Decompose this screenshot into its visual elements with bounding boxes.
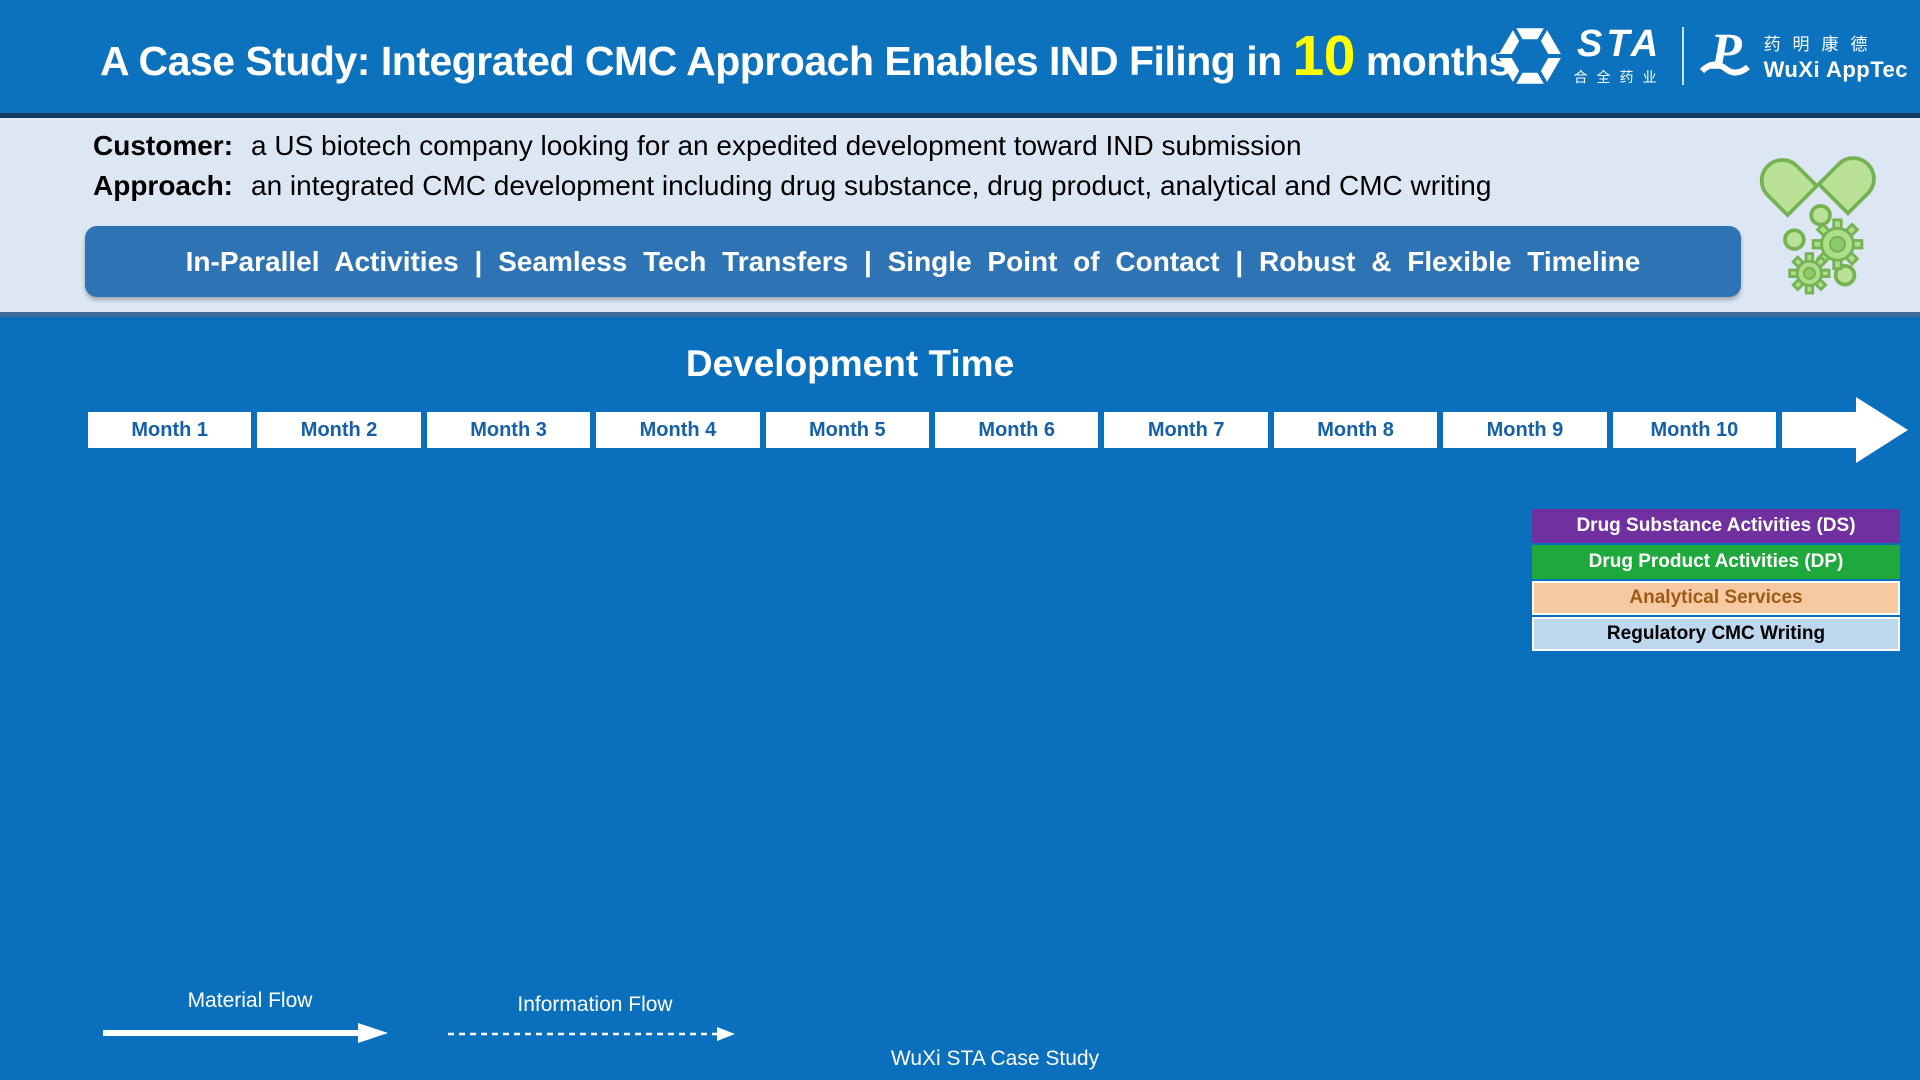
- band-divider: [0, 312, 1920, 317]
- capsule-gears-icon: [1759, 156, 1876, 295]
- month-box: Month 10: [1612, 412, 1777, 448]
- month-box: Month 4: [596, 412, 760, 448]
- development-time-heading: Development Time: [685, 343, 1015, 384]
- wuxi-logo-text: 药明康德 WuXi AppTec: [1764, 30, 1908, 83]
- month-box: Month 8: [1273, 412, 1438, 448]
- sta-wordmark: STA: [1576, 23, 1663, 65]
- wuxi-p-icon: P: [1699, 25, 1750, 81]
- timeline-arrow-icon: [1782, 397, 1910, 463]
- footer-caption: WuXi STA Case Study: [890, 1047, 1100, 1070]
- timeline-canvas: Development Time Month 1 Month 2 Month 3 Mo…: [0, 317, 1920, 1080]
- slide-header: A Case Study: Integrated CMC Approach En…: [0, 0, 1920, 113]
- month-box: Month 9: [1443, 412, 1607, 448]
- legend-item: Regulatory CMC Writing: [1532, 617, 1900, 651]
- approach-row: Approach: an integrated CMC development i…: [93, 170, 1491, 202]
- month-box: Month 1: [88, 412, 252, 448]
- title-text: A Case Study: Integrated CMC Approach En…: [100, 38, 1293, 84]
- logo-group: STA 合全药业 P 药明康德 WuXi AppTec: [1495, 12, 1908, 100]
- customer-text: a US biotech company looking for an expe…: [251, 130, 1302, 161]
- wuxi-wordmark: WuXi AppTec: [1763, 56, 1908, 82]
- gear-large-icon: [1811, 218, 1864, 271]
- sta-chinese-text: 合全药业: [1573, 69, 1666, 85]
- month-box: Month 3: [426, 412, 591, 448]
- sta-logo: STA 合全药业: [1495, 22, 1666, 90]
- information-flow: Information Flow: [445, 993, 745, 1043]
- wuxi-chinese-text: 药明康德: [1763, 34, 1880, 54]
- legend-item: Drug Substance Activities (DS): [1532, 509, 1900, 543]
- slide-title: A Case Study: Integrated CMC Approach En…: [100, 0, 1511, 113]
- timeline-arrowhead: [1856, 397, 1909, 463]
- summary-band: Customer: a US biotech company looking fo…: [0, 118, 1920, 312]
- information-flow-arrow-icon: [448, 1027, 735, 1041]
- title-highlight: 10: [1292, 24, 1356, 88]
- header-divider: [0, 113, 1920, 118]
- gear-small-icon: [1788, 252, 1831, 295]
- legend-item: Drug Product Activities (DP): [1532, 545, 1900, 579]
- month-box: Month 5: [765, 412, 930, 448]
- month-box: Month 7: [1104, 412, 1268, 448]
- information-flow-label: Information Flow: [517, 993, 673, 1016]
- customer-label: Customer:: [93, 130, 234, 161]
- timeline-arrow-bar: [1782, 412, 1857, 448]
- material-flow-arrow-icon: [103, 1023, 388, 1043]
- logo-divider: [1681, 27, 1684, 85]
- legend: Drug Substance Activities (DS) Drug Produ…: [1532, 509, 1900, 651]
- sta-logo-text: STA 合全药业: [1574, 25, 1666, 87]
- key-points-banner: In-Parallel Activities | Seamless Tech T…: [85, 226, 1741, 297]
- material-flow: Material Flow: [100, 989, 400, 1045]
- approach-label: Approach:: [93, 170, 233, 201]
- months-row: Month 1 Month 2 Month 3 Month 4 Month 5 Month…: [88, 397, 1910, 463]
- month-box: Month 2: [257, 412, 421, 448]
- month-box: Month 6: [935, 412, 1099, 448]
- sta-hexagon-icon: [1495, 25, 1564, 87]
- wuxi-apptec-logo: P 药明康德 WuXi AppTec: [1699, 25, 1908, 87]
- material-flow-label: Material Flow: [187, 989, 313, 1012]
- title-suffix: months: [1354, 38, 1512, 84]
- customer-row: Customer: a US biotech company looking fo…: [93, 130, 1302, 162]
- approach-text: an integrated CMC development including …: [251, 170, 1492, 201]
- legend-item: Analytical Services: [1532, 581, 1900, 615]
